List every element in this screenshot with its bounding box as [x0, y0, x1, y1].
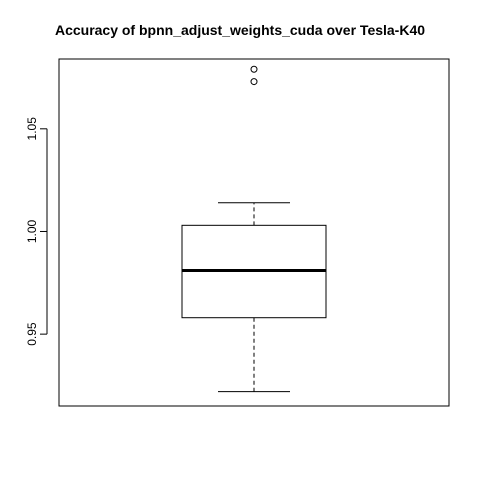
y-tick-label: 0.95 [25, 322, 39, 346]
outlier-point [250, 78, 258, 86]
y-tick-label: 1.05 [25, 117, 39, 141]
outlier-point [250, 65, 258, 73]
y-tick-label: 1.00 [25, 219, 39, 243]
chart-title: Accuracy of bpnn_adjust_weights_cuda ove… [54, 22, 426, 38]
plot-frame [58, 58, 450, 407]
